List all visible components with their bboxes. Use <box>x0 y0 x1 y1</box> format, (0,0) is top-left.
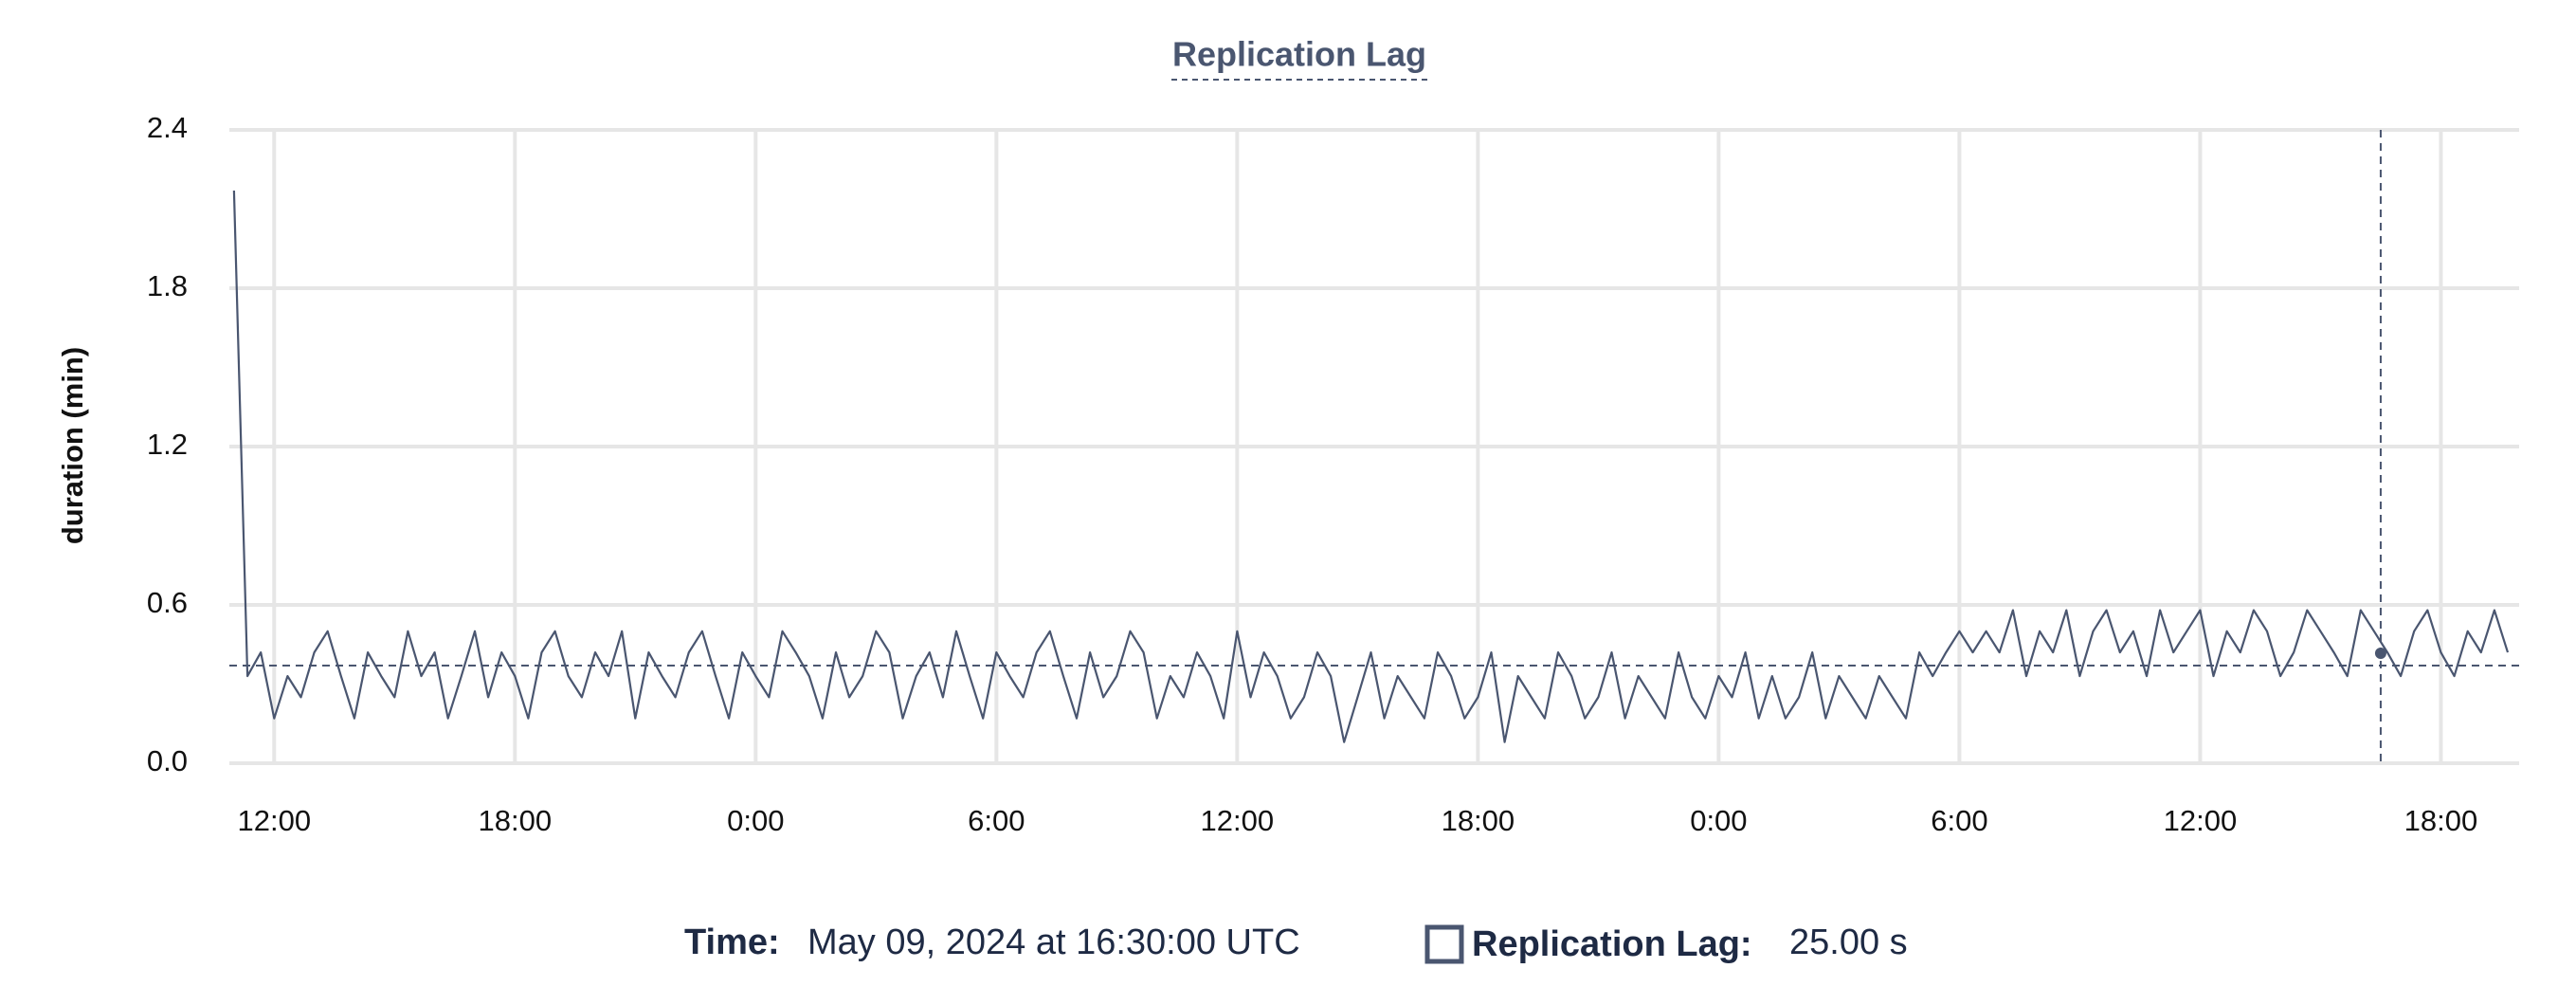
legend-swatch <box>1424 924 1464 964</box>
y-tick-label: 1.8 <box>147 269 188 302</box>
y-tick-label: 1.2 <box>147 428 188 461</box>
x-tick-label: 12:00 <box>2164 804 2238 837</box>
x-tick-label: 18:00 <box>479 804 553 837</box>
y-tick-label: 0.6 <box>147 586 188 619</box>
tooltip-time: May 09, 2024 at 16:30:00 UTC <box>807 923 1300 962</box>
x-tick-label: 6:00 <box>1931 804 1987 837</box>
tooltip-value: 25.00 s <box>1789 923 1908 962</box>
x-tick-label: 12:00 <box>237 804 311 837</box>
x-tick-label: 6:00 <box>968 804 1025 837</box>
y-tick-label: 0.0 <box>147 744 188 777</box>
x-tick-label: 0:00 <box>1690 804 1747 837</box>
x-tick-label: 18:00 <box>2404 804 2478 837</box>
tooltip-time-label: Time: <box>684 923 780 962</box>
x-tick-label: 12:00 <box>1201 804 1275 837</box>
hover-point <box>2374 648 2386 660</box>
y-axis-label: duration (min) <box>56 347 89 544</box>
x-tick-label: 18:00 <box>1442 804 1515 837</box>
chart-title: Replication Lag <box>1172 35 1426 74</box>
x-tick-label: 0:00 <box>727 804 784 837</box>
series-line <box>232 190 2510 743</box>
y-tick-label: 2.4 <box>147 111 188 144</box>
tooltip-series-label: Replication Lag: <box>1472 924 1752 964</box>
